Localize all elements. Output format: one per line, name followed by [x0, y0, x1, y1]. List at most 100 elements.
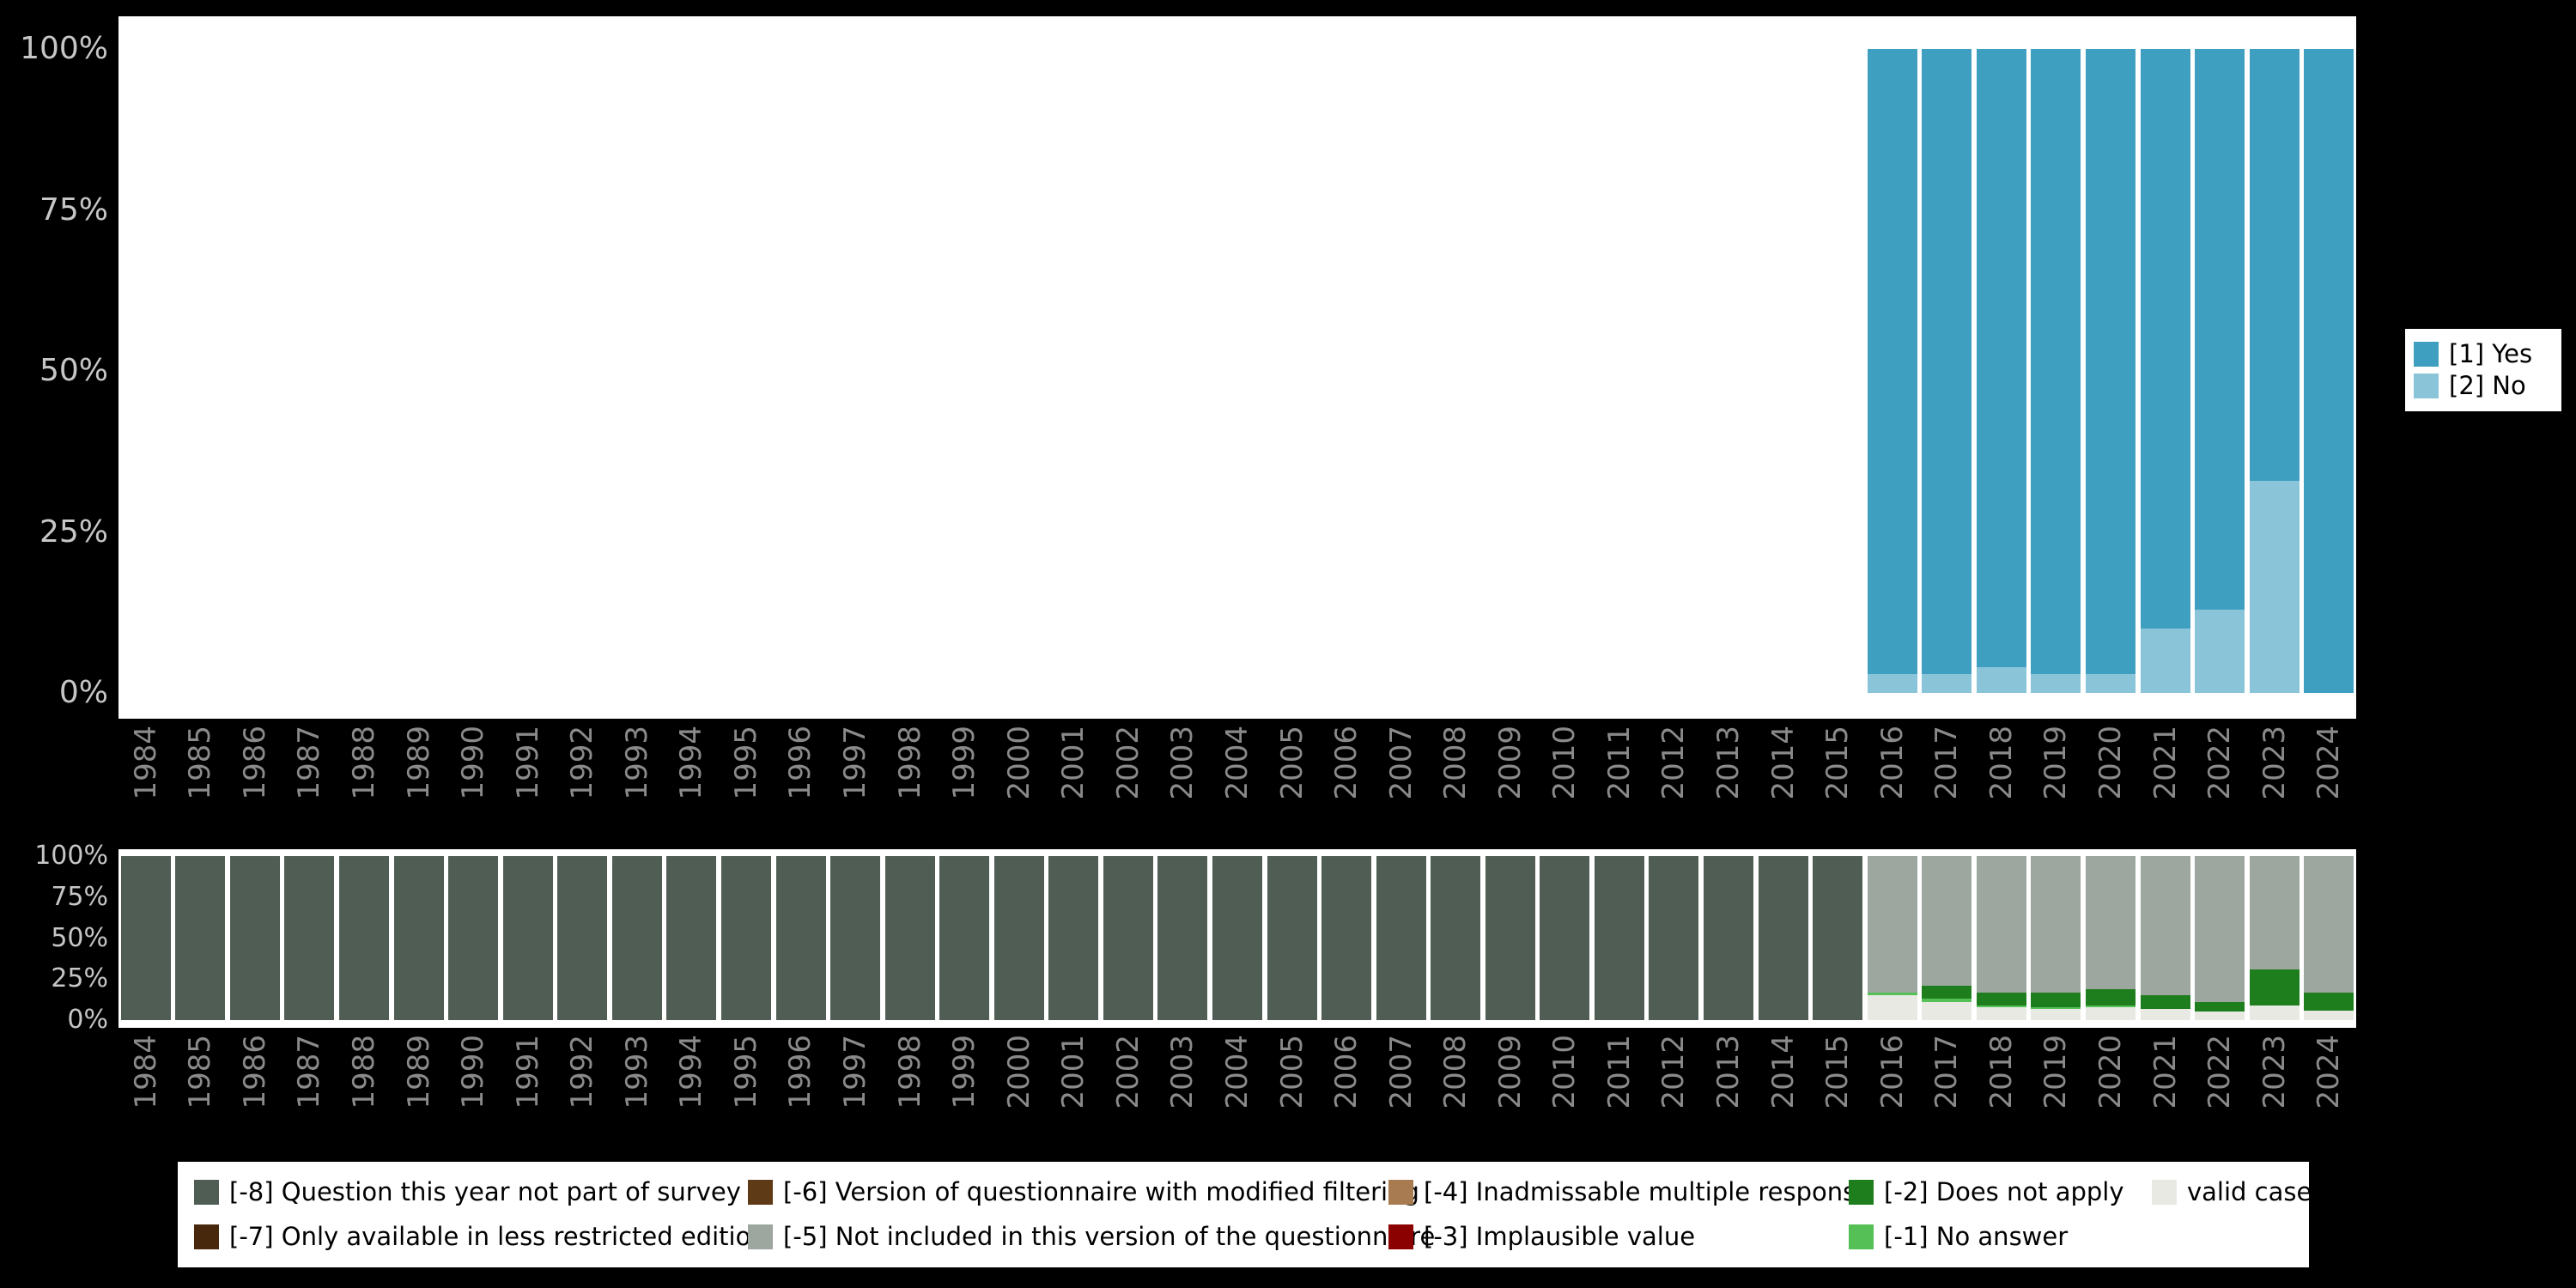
x-tick-label: 2014: [1765, 1035, 1801, 1109]
x-tick: 2021: [2138, 1035, 2193, 1142]
x-tick-label: 1989: [401, 726, 436, 800]
x-tick-label: 2015: [1820, 1035, 1856, 1109]
legend-swatch: [1388, 1180, 1413, 1206]
bar-segment: [2195, 856, 2245, 1002]
x-tick: 2014: [1756, 1035, 1811, 1142]
x-tick-label: 2012: [1656, 726, 1692, 800]
x-tick: 2002: [1101, 726, 1156, 833]
bar-segment: [2085, 856, 2136, 989]
legend-label: [-4] Inadmissable multiple response: [1424, 1177, 1872, 1207]
y-tick-label: 50%: [51, 922, 108, 953]
x-tick-label: 2018: [1984, 1035, 2019, 1109]
x-tick: 1996: [774, 1035, 829, 1142]
bar-segment: [120, 856, 171, 1020]
bar-segment: [2195, 49, 2245, 610]
x-tick: 1986: [228, 726, 283, 833]
x-tick: 2017: [1920, 726, 1975, 833]
x-tick-label: 2010: [1547, 726, 1583, 800]
x-tick: 1996: [774, 726, 829, 833]
legend-label: [-3] Implausible value: [1424, 1221, 1696, 1251]
x-tick: 2010: [1538, 726, 1593, 833]
y-tick-label: 50%: [39, 353, 108, 388]
bar-segment: [2195, 1001, 2245, 1012]
x-tick-label: 2021: [2148, 726, 2183, 800]
bar-segment: [993, 856, 1044, 1020]
x-tick: 1988: [337, 1035, 392, 1142]
bar-segment: [2195, 609, 2245, 693]
x-tick: 2016: [1865, 726, 1920, 833]
bar-segment: [2140, 1008, 2190, 1020]
bar-segment: [884, 856, 935, 1020]
bar-segment: [2031, 1008, 2081, 1020]
x-tick-label: 2002: [1110, 726, 1145, 800]
bar-segment: [2140, 629, 2190, 693]
x-tick-label: 2011: [1601, 1035, 1637, 1109]
x-tick-label: 2005: [1274, 1035, 1309, 1109]
bar-segment: [939, 856, 990, 1020]
x-tick-label: 1990: [456, 726, 491, 800]
x-tick: 2000: [992, 726, 1047, 833]
bar-segment: [1976, 992, 2026, 1005]
bar-segment: [1976, 667, 2026, 693]
bar-segment: [1976, 1005, 2026, 1007]
x-tick: 2020: [2083, 726, 2138, 833]
x-tick-label: 2007: [1383, 726, 1419, 800]
x-tick-label: 2000: [1001, 1035, 1036, 1109]
x-tick-label: 2017: [1929, 1035, 1965, 1109]
x-tick: 1986: [228, 1035, 283, 1142]
legend-swatch: [194, 1180, 219, 1206]
x-tick-label: 1984: [128, 1035, 163, 1109]
bar-segment: [1649, 856, 1699, 1020]
y-tick-label: 100%: [20, 31, 108, 66]
x-tick: 2007: [1374, 1035, 1429, 1142]
legend-label: [1] Yes: [2449, 339, 2533, 368]
bar-segment: [2249, 1005, 2300, 1020]
bar-segment: [611, 856, 662, 1020]
x-tick: 1984: [118, 726, 173, 833]
x-tick-label: 1986: [237, 726, 272, 800]
bar-segment: [1212, 856, 1262, 1020]
x-tick-label: 2013: [1711, 726, 1747, 800]
x-tick-label: 1998: [892, 1035, 927, 1109]
x-tick-label: 2001: [1056, 1035, 1091, 1109]
bar-segment: [2304, 992, 2354, 1011]
x-tick-label: 1984: [128, 726, 163, 800]
x-tick: 2009: [1483, 726, 1538, 833]
x-tick: 2010: [1538, 1035, 1593, 1142]
bar-segment: [1867, 49, 1917, 674]
x-tick: 2024: [2301, 726, 2356, 833]
x-tick-label: 1995: [728, 726, 763, 800]
bar-segment: [1376, 856, 1426, 1020]
x-tick: 1997: [828, 726, 883, 833]
x-tick: 2004: [1210, 1035, 1265, 1142]
x-tick: 1987: [283, 1035, 337, 1142]
bar-segment: [1758, 856, 1808, 1020]
x-tick: 2001: [1047, 1035, 1102, 1142]
x-tick-label: 1987: [292, 1035, 327, 1109]
bar-segment: [2140, 856, 2190, 996]
legend-item: valid cases: [2152, 1180, 2324, 1206]
bar-segment: [1594, 856, 1644, 1020]
bar-segment: [502, 856, 553, 1020]
x-tick: 2007: [1374, 726, 1429, 833]
x-tick: 1989: [392, 1035, 447, 1142]
bar-segment: [2085, 49, 2136, 674]
x-tick: 2015: [1810, 1035, 1865, 1142]
x-tick: 1991: [501, 1035, 556, 1142]
x-tick-label: 1995: [728, 1035, 763, 1109]
x-tick-label: 1997: [838, 1035, 873, 1109]
x-tick: 2012: [1647, 1035, 1702, 1142]
x-tick-label: 2024: [2312, 1035, 2347, 1109]
x-tick-label: 2013: [1711, 1035, 1747, 1109]
x-tick: 2005: [1265, 726, 1320, 833]
x-tick: 2003: [1156, 726, 1211, 833]
x-tick-label: 1987: [292, 726, 327, 800]
bar-segment: [2085, 988, 2136, 1005]
x-tick: 2005: [1265, 1035, 1320, 1142]
x-tick: 2003: [1156, 1035, 1211, 1142]
x-tick: 1999: [937, 726, 992, 833]
legend-swatch: [748, 1180, 773, 1206]
bar-segment: [830, 856, 881, 1020]
x-tick: 2011: [1592, 726, 1647, 833]
x-tick-label: 2016: [1874, 726, 1910, 800]
